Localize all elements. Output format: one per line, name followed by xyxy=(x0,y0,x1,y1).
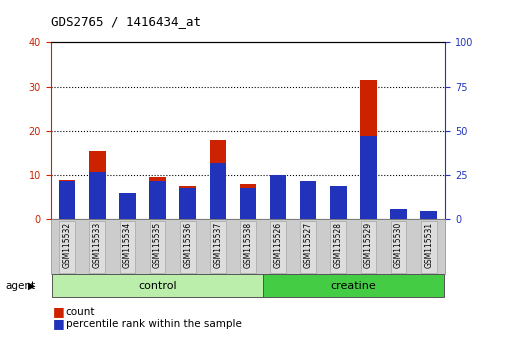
Text: control: control xyxy=(138,281,177,291)
Bar xyxy=(269,177,286,219)
Text: ■: ■ xyxy=(53,318,65,330)
Bar xyxy=(209,140,226,163)
Text: GDS2765 / 1416434_at: GDS2765 / 1416434_at xyxy=(50,15,200,28)
Bar xyxy=(209,140,226,219)
Bar xyxy=(239,184,256,188)
Text: ▶: ▶ xyxy=(28,281,35,291)
Bar xyxy=(360,80,376,136)
Text: GSM115531: GSM115531 xyxy=(423,222,432,268)
Text: GSM115538: GSM115538 xyxy=(243,222,252,268)
Text: GSM115534: GSM115534 xyxy=(123,222,132,268)
Text: ■: ■ xyxy=(53,305,65,318)
Text: count: count xyxy=(66,307,95,316)
Text: GSM115536: GSM115536 xyxy=(183,222,192,268)
Text: GSM115532: GSM115532 xyxy=(63,222,72,268)
Text: agent: agent xyxy=(5,281,35,291)
Text: GSM115526: GSM115526 xyxy=(273,222,282,268)
Bar xyxy=(89,151,106,219)
Text: GSM115529: GSM115529 xyxy=(363,222,372,268)
Text: GSM115530: GSM115530 xyxy=(393,222,402,268)
Bar xyxy=(149,177,166,219)
Bar xyxy=(299,182,316,219)
Bar xyxy=(179,186,195,188)
Bar xyxy=(299,181,316,219)
Text: percentile rank within the sample: percentile rank within the sample xyxy=(66,319,241,329)
Bar xyxy=(89,151,106,172)
Bar xyxy=(149,181,166,219)
Text: GSM115535: GSM115535 xyxy=(153,222,162,268)
Bar xyxy=(59,180,75,219)
Bar xyxy=(119,193,135,219)
Bar xyxy=(179,186,195,219)
Bar xyxy=(420,213,436,219)
Bar xyxy=(329,186,346,219)
Bar xyxy=(209,163,226,219)
Bar xyxy=(269,175,286,219)
Bar xyxy=(420,211,436,219)
Text: GSM115527: GSM115527 xyxy=(303,222,312,268)
Bar xyxy=(329,186,346,219)
Text: GSM115528: GSM115528 xyxy=(333,222,342,268)
Bar xyxy=(239,188,256,219)
Bar xyxy=(119,200,135,219)
Bar xyxy=(179,188,195,219)
Bar xyxy=(389,209,406,219)
Text: creatine: creatine xyxy=(330,281,376,291)
Text: GSM115537: GSM115537 xyxy=(213,222,222,268)
Bar xyxy=(239,184,256,219)
Bar xyxy=(149,177,166,181)
Bar xyxy=(360,80,376,219)
Bar xyxy=(360,136,376,219)
Text: GSM115533: GSM115533 xyxy=(92,222,102,268)
Bar xyxy=(389,215,406,219)
Bar xyxy=(59,180,75,181)
Bar xyxy=(89,172,106,219)
Bar xyxy=(59,181,75,219)
